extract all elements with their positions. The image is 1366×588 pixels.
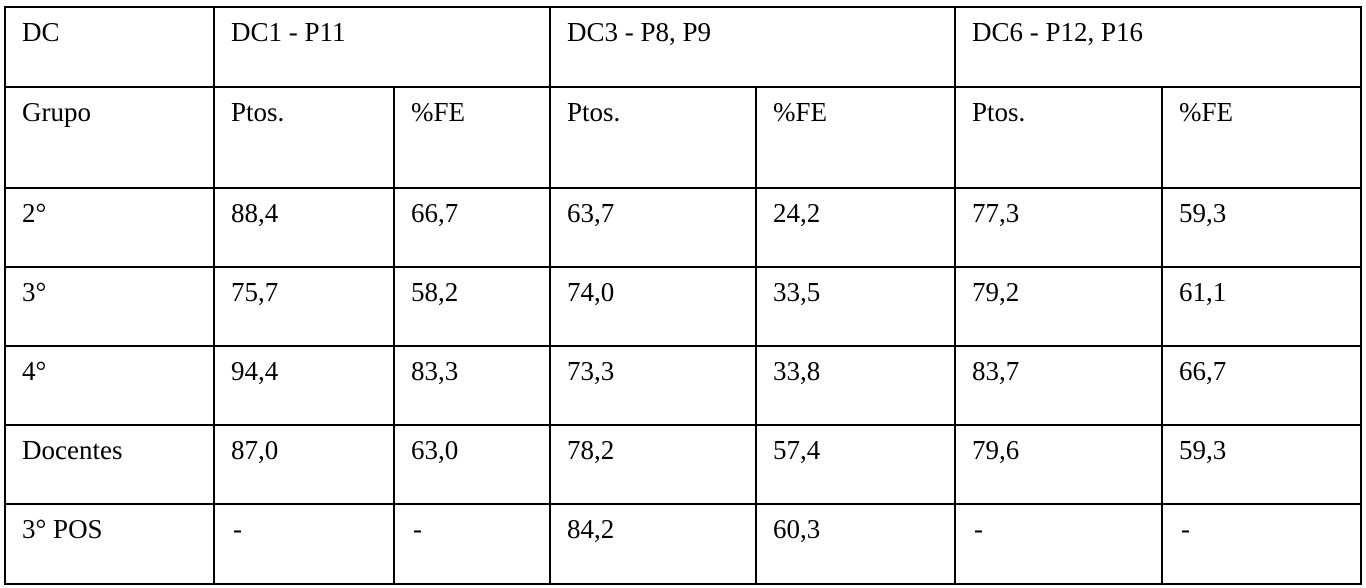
table-cell: 79,2	[954, 266, 1164, 347]
subheader-cell: Ptos.	[954, 86, 1164, 189]
table-cell: -	[392, 503, 552, 585]
corner-header-cell: DC	[4, 6, 215, 88]
results-table: DC DC1 - P11 DC3 - P8, P9 DC6 - P12, P16…	[4, 6, 1363, 585]
table-row: 2° 88,4 66,7 63,7 24,2 77,3 59,3	[4, 187, 1363, 268]
table-cell: 59,3	[1161, 187, 1363, 268]
subheader-cell: %FE	[755, 86, 957, 189]
row-header-label: Grupo	[4, 86, 215, 189]
table-cell: 61,1	[1161, 266, 1363, 347]
table-cell: 24,2	[755, 187, 957, 268]
table-cell: 94,4	[213, 345, 395, 426]
table-cell: 84,2	[549, 503, 758, 585]
table-cell: 79,6	[954, 424, 1164, 505]
table-cell: 57,4	[755, 424, 957, 505]
subheader-cell: Ptos.	[549, 86, 758, 189]
subheader-cell: %FE	[1161, 86, 1363, 189]
table-cell: 75,7	[213, 266, 395, 347]
table-cell: 78,2	[549, 424, 758, 505]
table-cell: -	[1161, 503, 1363, 585]
table-cell: 60,3	[755, 503, 957, 585]
table-cell: 63,7	[549, 187, 758, 268]
row-group-label: 3°	[4, 266, 215, 347]
table-row: Docentes 87,0 63,0 78,2 57,4 79,6 59,3	[4, 424, 1363, 505]
table-subheader-row: Grupo Ptos. %FE Ptos. %FE Ptos. %FE	[4, 86, 1363, 189]
group-header-dc6: DC6 - P12, P16	[954, 6, 1363, 88]
group-header-dc1: DC1 - P11	[212, 6, 552, 88]
table-cell: -	[954, 503, 1164, 585]
table-cell: -	[213, 503, 395, 585]
table-row: 3° POS - - 84,2 60,3 - -	[4, 503, 1363, 585]
table-cell: 83,3	[392, 345, 552, 426]
row-group-label: 2°	[4, 187, 215, 268]
table-cell: 66,7	[1161, 345, 1363, 426]
table-cell: 83,7	[954, 345, 1164, 426]
row-group-label: 4°	[4, 345, 215, 426]
table-row: 4° 94,4 83,3 73,3 33,8 83,7 66,7	[4, 345, 1363, 426]
table-cell: 33,8	[755, 345, 957, 426]
results-table-container: DC DC1 - P11 DC3 - P8, P9 DC6 - P12, P16…	[4, 6, 1363, 585]
table-cell: 74,0	[549, 266, 758, 347]
table-row: 3° 75,7 58,2 74,0 33,5 79,2 61,1	[4, 266, 1363, 347]
table-cell: 77,3	[954, 187, 1164, 268]
table-cell: 59,3	[1161, 424, 1363, 505]
group-header-dc3: DC3 - P8, P9	[549, 6, 957, 88]
table-cell: 58,2	[392, 266, 552, 347]
table-cell: 63,0	[392, 424, 552, 505]
table-cell: 73,3	[549, 345, 758, 426]
table-cell: 66,7	[392, 187, 552, 268]
row-group-label: Docentes	[4, 424, 215, 505]
table-cell: 33,5	[755, 266, 957, 347]
table-cell: 88,4	[213, 187, 395, 268]
row-group-label: 3° POS	[4, 503, 215, 585]
table-cell: 87,0	[213, 424, 395, 505]
subheader-cell: %FE	[392, 86, 552, 189]
table-header-row: DC DC1 - P11 DC3 - P8, P9 DC6 - P12, P16	[4, 6, 1363, 88]
subheader-cell: Ptos.	[213, 86, 395, 189]
